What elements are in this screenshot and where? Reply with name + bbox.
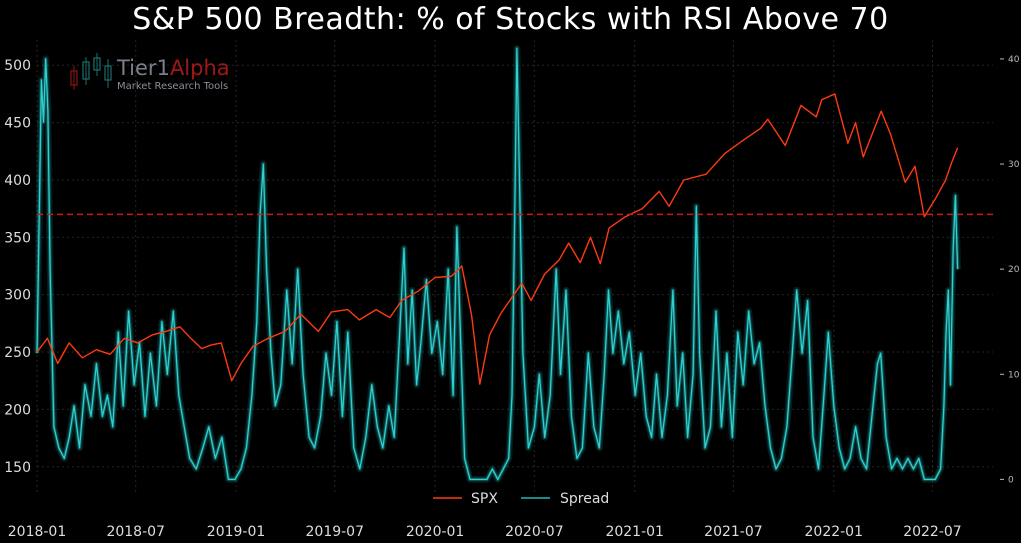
y-left-tick-label: 150 xyxy=(4,460,31,476)
x-tick-label: 2020-07 xyxy=(505,524,564,540)
spread-line-glow xyxy=(33,44,962,483)
legend-label-spread: Spread xyxy=(560,491,609,507)
y-right-tick-label: 40 xyxy=(1008,55,1020,65)
x-tick-label: 2019-01 xyxy=(207,524,266,540)
x-tick-label: 2019-07 xyxy=(306,524,365,540)
y-right-tick-label: 20 xyxy=(1008,265,1020,275)
logo-name: Tier1Alpha xyxy=(116,56,230,80)
y-left-tick-label: 350 xyxy=(4,230,31,246)
spx-series xyxy=(36,93,959,385)
y-left-tick-label: 500 xyxy=(4,58,31,74)
axes: 150 200 250 300 350 400 450 500 0 10 20 30 40 2018-01… xyxy=(4,55,1019,540)
x-tick-label: 2018-07 xyxy=(106,524,165,540)
y-left-tick-label: 250 xyxy=(4,345,31,361)
y-right-tick-label: 10 xyxy=(1008,370,1020,380)
tier1alpha-logo: Tier1Alpha Market Research Tools xyxy=(70,53,230,92)
chart-title: S&P 500 Breadth: % of Stocks with RSI Ab… xyxy=(132,2,889,37)
x-tick-label: 2021-07 xyxy=(704,524,763,540)
legend: SPX Spread xyxy=(433,491,609,507)
x-tick-label: 2020-01 xyxy=(406,524,465,540)
y-left-tick-label: 200 xyxy=(4,402,31,418)
candlestick-logo-icon xyxy=(70,53,112,90)
spread-line xyxy=(36,47,959,481)
legend-label-spx: SPX xyxy=(471,491,498,507)
y-right-tick-label: 30 xyxy=(1008,160,1020,170)
spread-series xyxy=(33,44,962,483)
logo-tagline: Market Research Tools xyxy=(117,81,228,92)
x-tick-label: 2022-07 xyxy=(903,524,962,540)
x-tick-label: 2021-01 xyxy=(605,524,664,540)
y-right-tick-label: 0 xyxy=(1008,475,1014,485)
y-left-tick-label: 400 xyxy=(4,173,31,189)
y-left-tick-label: 450 xyxy=(4,116,31,132)
logo-name-part2: Alpha xyxy=(170,56,230,80)
spx-line xyxy=(36,93,959,385)
logo-name-part1: Tier1 xyxy=(116,56,170,80)
x-tick-label: 2022-01 xyxy=(805,524,864,540)
x-tick-label: 2018-01 xyxy=(8,524,67,540)
y-left-tick-label: 300 xyxy=(4,288,31,304)
